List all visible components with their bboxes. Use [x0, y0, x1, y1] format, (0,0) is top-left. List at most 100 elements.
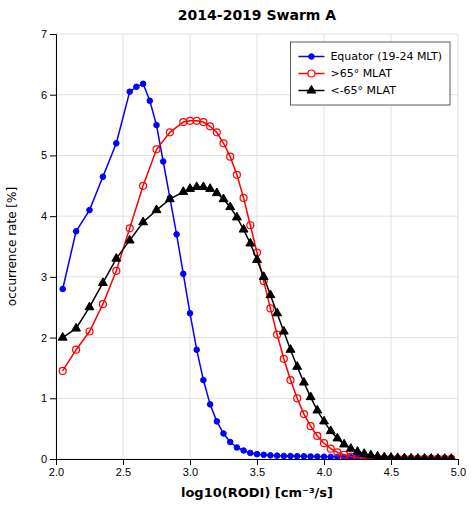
point	[201, 377, 207, 383]
point	[247, 222, 254, 229]
point	[72, 323, 81, 331]
point	[226, 202, 235, 210]
point	[286, 345, 295, 353]
series	[58, 182, 455, 459]
point	[387, 453, 396, 459]
point	[206, 184, 215, 192]
point	[180, 119, 187, 126]
point	[112, 254, 121, 262]
line	[63, 84, 452, 459]
series	[59, 117, 455, 459]
point	[393, 453, 402, 459]
legend-label: Equator (19-24 MLT)	[330, 50, 442, 63]
point	[194, 347, 200, 353]
grid-line	[56, 34, 458, 35]
point	[212, 188, 221, 196]
tick-mark	[50, 155, 56, 156]
point	[268, 453, 274, 459]
point	[321, 454, 327, 459]
point	[400, 453, 409, 459]
point	[154, 122, 160, 128]
point	[294, 453, 300, 459]
point	[232, 212, 241, 220]
marks	[58, 81, 455, 459]
point	[261, 452, 267, 458]
tick: 6	[41, 89, 56, 101]
point	[113, 267, 120, 274]
grid-line	[56, 276, 458, 277]
x-axis: 2.02.53.03.54.04.55.0	[49, 459, 466, 478]
point	[187, 310, 193, 316]
point	[299, 377, 308, 385]
point	[253, 255, 262, 263]
tick-label: 6	[41, 89, 47, 101]
grid-line	[56, 398, 458, 399]
point	[307, 423, 314, 430]
legend: Equator (19-24 MLT)>65° MLAT<-65° MLAT	[290, 42, 450, 105]
tick-mark	[50, 95, 56, 96]
tick-label: 3.0	[183, 466, 198, 478]
legend-marker	[309, 54, 315, 60]
point	[241, 448, 247, 454]
point	[99, 301, 106, 308]
point	[134, 84, 140, 90]
point	[140, 182, 147, 189]
tick: 2.0	[49, 459, 64, 478]
point	[433, 454, 442, 459]
point	[326, 426, 335, 434]
point	[73, 346, 80, 353]
tick: 5	[41, 149, 56, 161]
legend-entry: Equator (19-24 MLT)	[298, 50, 442, 63]
tick: 2.5	[116, 459, 131, 478]
point	[73, 229, 79, 235]
grid-line	[56, 155, 458, 156]
tick-mark	[257, 459, 258, 465]
tick-label: 7	[41, 28, 47, 40]
tick-label: 1	[41, 392, 47, 404]
point	[288, 453, 294, 459]
point	[147, 98, 153, 104]
point	[207, 402, 213, 408]
point	[114, 140, 120, 146]
tick-mark	[123, 459, 124, 465]
tick-label: 3.5	[250, 466, 265, 478]
point	[125, 235, 134, 243]
title: 2014-2019 Swarm A	[178, 7, 336, 23]
point	[240, 194, 247, 201]
tick-label: 2.5	[116, 466, 131, 478]
point	[166, 129, 173, 136]
point	[267, 305, 274, 312]
point	[320, 416, 329, 424]
point	[59, 367, 66, 374]
point	[153, 146, 160, 153]
tick-mark	[50, 34, 56, 35]
point	[346, 444, 355, 452]
tick: 4.0	[317, 459, 332, 478]
point	[340, 439, 349, 447]
tick-label: 2.0	[49, 466, 64, 478]
tick-mark	[190, 459, 191, 465]
tick: 3.5	[250, 459, 265, 478]
tick-label: 4.0	[317, 466, 332, 478]
tick: 3.0	[183, 459, 198, 478]
point	[221, 431, 227, 437]
legend-entry: >65° MLAT	[298, 67, 392, 80]
point	[227, 153, 234, 160]
point	[301, 454, 307, 459]
x-axis-title: log10(RODI) [cm⁻³/s]	[181, 485, 333, 500]
tick-mark	[50, 338, 56, 339]
point	[413, 453, 422, 459]
y-axis-title: occurrence rate [%]	[5, 187, 19, 306]
point	[127, 89, 133, 95]
point	[321, 440, 328, 447]
point	[234, 445, 240, 451]
point	[193, 117, 200, 124]
point	[273, 308, 282, 316]
point	[341, 451, 348, 458]
grid-line	[190, 34, 191, 459]
tick-mark	[50, 398, 56, 399]
point	[254, 451, 260, 457]
legend-label: >65° MLAT	[330, 67, 392, 80]
point	[139, 217, 148, 225]
point	[327, 445, 334, 452]
